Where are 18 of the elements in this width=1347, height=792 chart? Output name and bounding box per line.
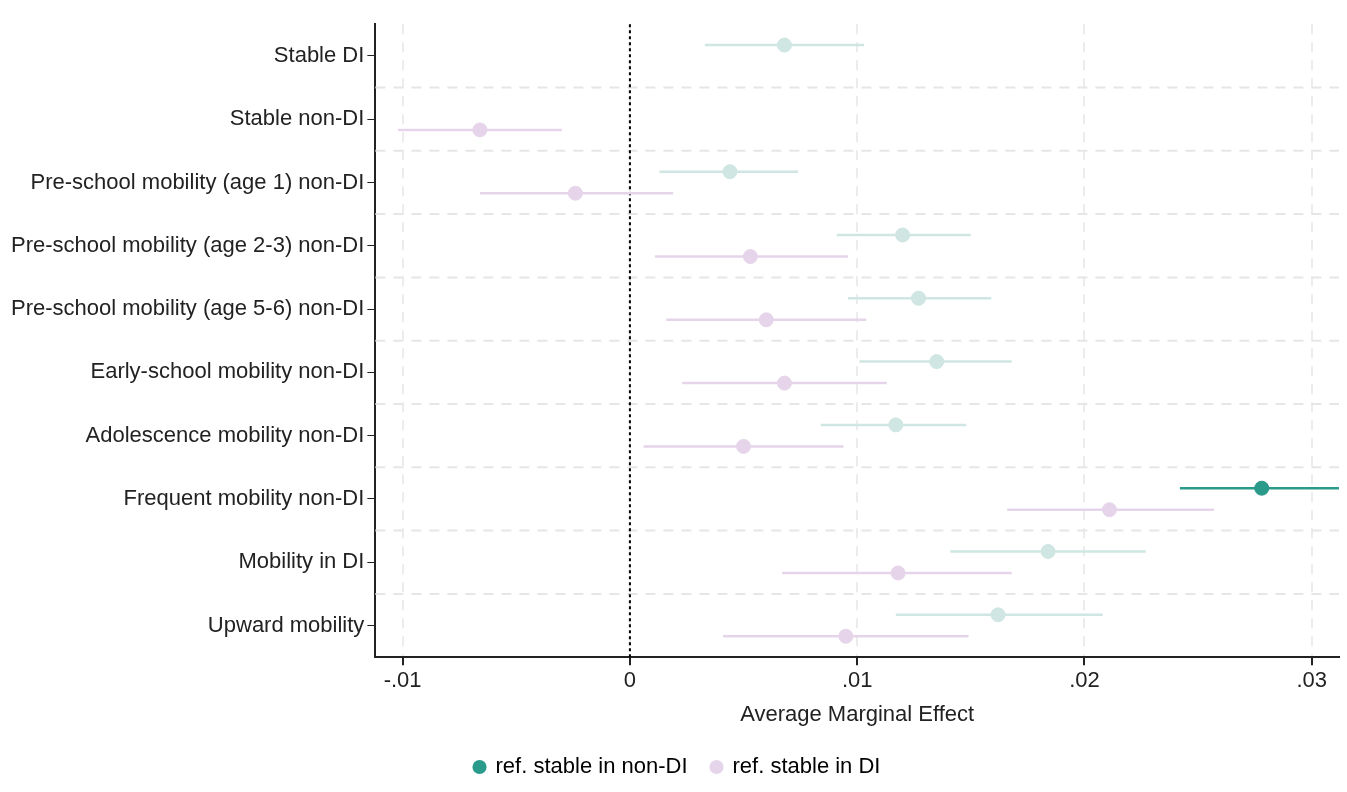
y-tick-label: Early-school mobility non-DI [90,358,365,384]
y-tick-label: Stable non-DI [229,105,365,131]
x-tick-label: 0 [623,667,637,693]
y-tick-label: Stable DI [273,41,365,67]
y-tick-label: Adolescence mobility non-DI [85,421,365,447]
legend-label: ref. stable in DI [732,753,881,779]
x-tick-label: .01 [841,667,873,693]
x-axis-title: Average Marginal Effect [740,700,975,726]
legend-label: ref. stable in non-DI [495,753,688,779]
y-tick-label: Upward mobility [207,611,365,637]
y-tick-label: Pre-school mobility (age 1) non-DI [30,168,365,194]
y-tick-label: Mobility in DI [238,548,365,574]
y-tick-label: Pre-school mobility (age 2-3) non-DI [10,231,365,257]
y-tick-label: Frequent mobility non-DI [123,485,365,511]
y-tick-label: Pre-school mobility (age 5-6) non-DI [10,295,365,321]
x-tick-label: .03 [1296,667,1328,693]
x-tick-label: .02 [1069,667,1100,693]
x-tick-label: -.01 [383,667,422,693]
